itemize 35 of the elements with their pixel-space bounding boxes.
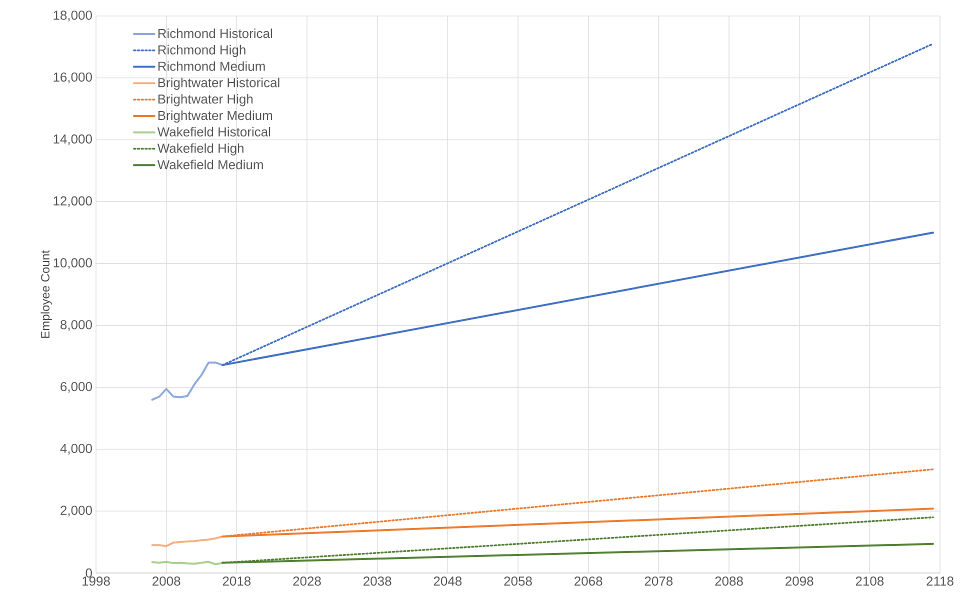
- y-tick-label: 18,000: [54, 10, 92, 22]
- x-tick-label: 2118: [926, 576, 954, 586]
- line-series: [151, 535, 224, 548]
- y-tick-label: 2,000: [60, 506, 92, 516]
- x-tick-label: 2018: [222, 576, 251, 586]
- x-tick-label: 2038: [364, 576, 392, 586]
- x-tick-label: 2028: [293, 576, 321, 586]
- y-tick-label: 10,000: [54, 258, 92, 269]
- x-tick-label: 2078: [644, 576, 673, 586]
- y-tick-label: 0: [86, 568, 92, 578]
- legend-label: Brightwater Medium: [158, 110, 272, 123]
- x-tick-label: 2058: [504, 576, 532, 586]
- legend-label: Brightwater High: [158, 94, 253, 106]
- x-tick-label: 2088: [715, 576, 743, 586]
- x-tick-label: 2008: [152, 576, 180, 586]
- legend-label: Wakefield High: [157, 143, 244, 156]
- line-series: [151, 362, 224, 401]
- y-tick-label: 8,000: [60, 320, 92, 331]
- legend-label: Wakefield Historical: [157, 126, 270, 136]
- x-tick-label: 2048: [434, 576, 462, 586]
- x-tick-label: 2098: [786, 576, 814, 586]
- x-tick-label: 2108: [856, 576, 884, 586]
- legend-label: Wakefield Medium: [157, 160, 263, 170]
- x-tick-label: 2068: [574, 576, 602, 586]
- y-tick-label: 12,000: [54, 196, 92, 208]
- legend-label: Richmond Historical: [158, 28, 272, 38]
- y-axis-title: Employee Count: [40, 250, 52, 338]
- y-tick-label: 16,000: [54, 72, 92, 84]
- legend-label: Brightwater Historical: [158, 78, 280, 90]
- y-tick-label: 14,000: [54, 134, 92, 146]
- legend-label: Richmond Medium: [158, 61, 265, 71]
- legend-label: Richmond High: [158, 44, 246, 58]
- y-tick-label: 4,000: [60, 444, 92, 455]
- x-tick-label: 1998: [82, 576, 110, 586]
- y-tick-label: 6,000: [60, 382, 92, 393]
